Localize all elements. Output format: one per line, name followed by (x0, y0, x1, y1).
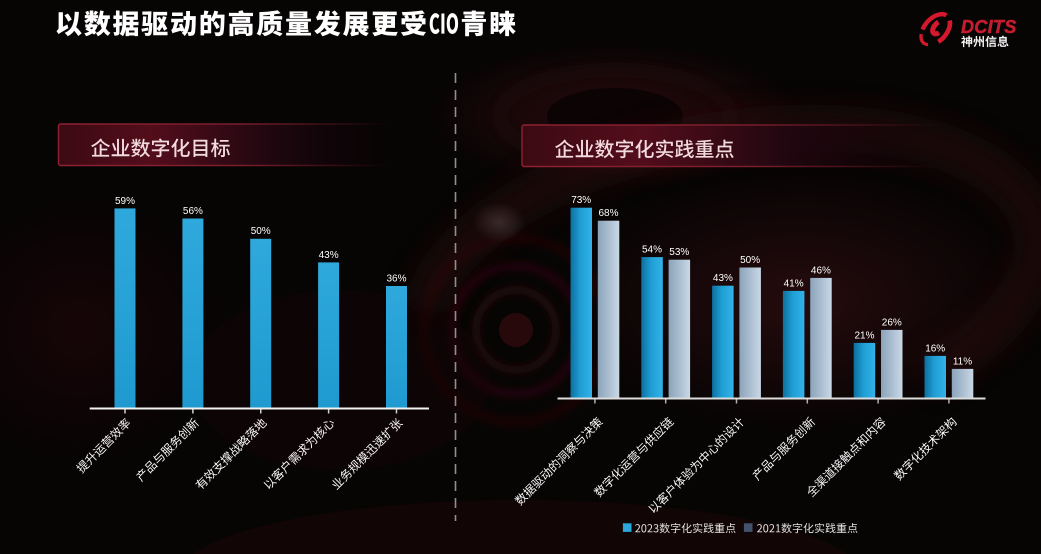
svg-text:43%: 43% (713, 273, 733, 284)
svg-text:54%: 54% (642, 245, 662, 256)
svg-text:68%: 68% (598, 208, 618, 219)
svg-text:26%: 26% (882, 317, 902, 328)
svg-text:56%: 56% (183, 206, 203, 217)
svg-text:21%: 21% (854, 330, 874, 341)
svg-text:46%: 46% (811, 265, 831, 276)
svg-text:16%: 16% (925, 343, 945, 354)
svg-text:11%: 11% (953, 356, 972, 367)
svg-text:73%: 73% (571, 195, 591, 206)
svg-text:53%: 53% (669, 247, 689, 258)
svg-text:50%: 50% (740, 255, 760, 266)
svg-text:41%: 41% (784, 278, 804, 289)
svg-text:50%: 50% (251, 226, 271, 237)
svg-text:36%: 36% (386, 274, 406, 285)
svg-text:DCITS: DCITS (961, 17, 1017, 37)
svg-text:43%: 43% (319, 250, 339, 261)
svg-text:59%: 59% (115, 196, 135, 207)
